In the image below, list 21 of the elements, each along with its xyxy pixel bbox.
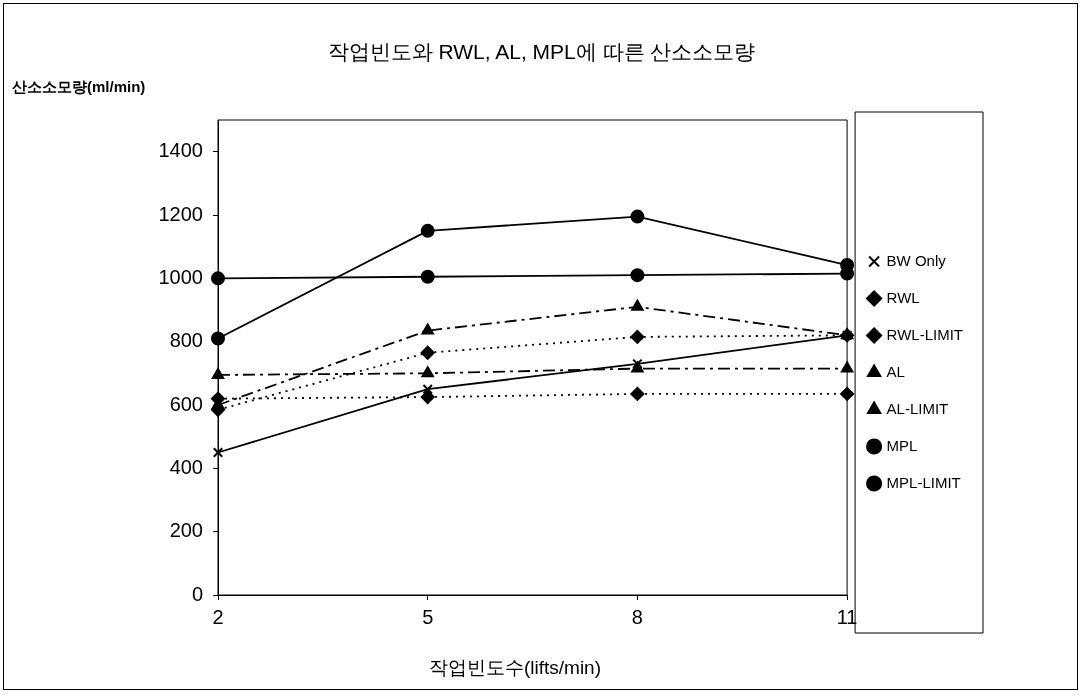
- y-tick-label: 1200: [158, 202, 203, 225]
- legend-label: MPL: [886, 436, 918, 454]
- x-axis-title: 작업빈도수(lifts/min): [427, 656, 603, 680]
- x-tick-label: 8: [631, 605, 643, 628]
- legend-label: AL: [886, 362, 905, 380]
- y-tick-label: 0: [191, 582, 203, 605]
- y-tick-label: 1400: [158, 139, 203, 162]
- chart-title: 작업빈도와 RWL, AL, MPL에 따른 산소소모량: [326, 39, 757, 65]
- legend-label: RWL-LIMIT: [886, 325, 964, 343]
- legend-label: MPL-LIMIT: [886, 473, 961, 491]
- y-axis-title: 산소소모량(ml/min): [12, 78, 146, 97]
- y-tick-label: 1000: [158, 265, 203, 288]
- y-tick-label: 600: [169, 392, 203, 415]
- legend-label: AL-LIMIT: [886, 399, 949, 417]
- legend-label: RWL: [886, 288, 920, 306]
- y-tick-label: 400: [169, 455, 203, 478]
- y-tick-label: 200: [169, 519, 203, 542]
- x-tick-label: 5: [422, 605, 434, 628]
- y-tick-label: 800: [169, 329, 203, 352]
- legend-label: BW Only: [886, 251, 947, 269]
- x-tick-label: 2: [212, 605, 224, 628]
